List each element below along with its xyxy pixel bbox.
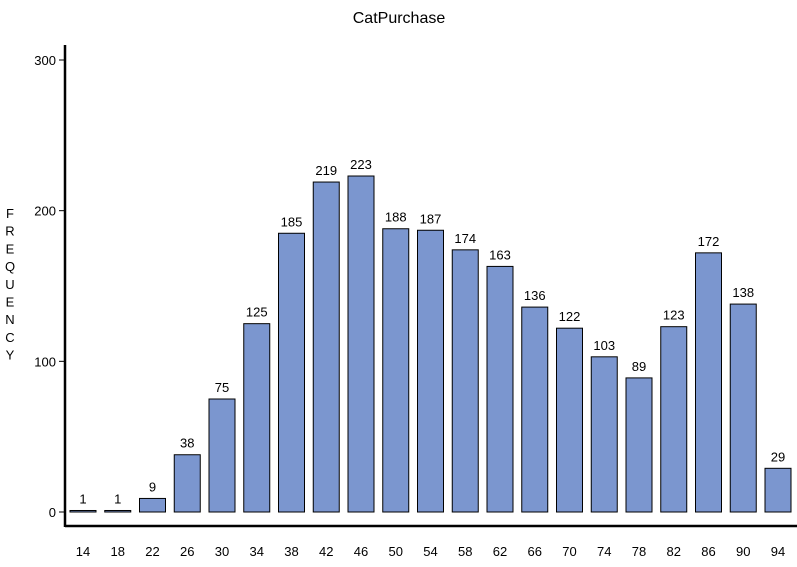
bar [486, 265, 514, 513]
x-tick-label: 18 [111, 544, 125, 559]
bar [521, 306, 549, 513]
bar-value-label: 187 [420, 211, 442, 226]
x-tick-label: 34 [250, 544, 264, 559]
bar [729, 303, 757, 513]
bar [451, 249, 479, 513]
bar [660, 326, 688, 513]
bar [173, 454, 201, 513]
bar [104, 509, 132, 513]
x-tick-label: 58 [458, 544, 472, 559]
bar-value-label: 125 [246, 305, 268, 320]
x-tick-label: 42 [319, 544, 333, 559]
x-tick-label: 30 [215, 544, 229, 559]
bar [139, 497, 166, 513]
x-tick-label: 46 [354, 544, 368, 559]
bar [347, 175, 375, 513]
bar-value-label: 138 [732, 285, 754, 300]
x-tick-label: 14 [76, 544, 90, 559]
x-tick-label: 38 [284, 544, 298, 559]
y-axis-ticks: 0 100 200 300 [34, 53, 65, 520]
x-tick-label: 86 [701, 544, 715, 559]
bar-value-label: 136 [524, 288, 546, 303]
bar [69, 509, 97, 513]
bar-value-label: 188 [385, 210, 407, 225]
bar-value-label: 29 [771, 449, 785, 464]
bar-value-label: 9 [149, 479, 156, 494]
bar [556, 327, 583, 513]
bar-value-label: 172 [698, 234, 720, 249]
bar [695, 252, 722, 513]
y-tick-label: 100 [34, 354, 56, 369]
x-tick-label: 82 [667, 544, 681, 559]
x-tick-label: 66 [528, 544, 542, 559]
bar [764, 467, 792, 513]
x-tick-label: 70 [562, 544, 576, 559]
x-tick-label: 62 [493, 544, 507, 559]
bar-value-labels: 1 1 9 38 75 125 185 219 223 188 187 174 163 136 122 103… [79, 157, 785, 506]
bar-value-label: 219 [315, 163, 337, 178]
x-tick-label: 54 [423, 544, 437, 559]
y-tick-label: 200 [34, 204, 56, 219]
bar-value-label: 174 [454, 231, 476, 246]
bar-value-label: 75 [215, 380, 229, 395]
x-tick-label: 74 [597, 544, 611, 559]
bar-value-label: 122 [559, 309, 581, 324]
bar-value-label: 123 [663, 308, 685, 323]
bar [590, 356, 618, 513]
y-tick-label: 300 [34, 53, 56, 68]
chart-title: CatPurchase [353, 10, 446, 27]
bar [312, 181, 340, 513]
bar [243, 323, 271, 513]
bar-value-label: 89 [632, 359, 646, 374]
y-tick-label: 0 [49, 505, 56, 520]
x-tick-label: 94 [771, 544, 785, 559]
bar-value-label: 103 [593, 338, 615, 353]
bar-value-label: 1 [79, 491, 86, 506]
bar [208, 398, 236, 513]
bar-value-label: 38 [180, 436, 194, 451]
bar [417, 229, 444, 513]
bar [278, 232, 305, 513]
x-tick-label: 50 [389, 544, 403, 559]
x-tick-label: 90 [736, 544, 750, 559]
x-axis-ticks: 14 18 22 26 30 34 38 42 46 50 54 58 62 66 70 74 78 82 86 90… [76, 544, 785, 559]
bar-value-label: 223 [350, 157, 372, 172]
x-tick-label: 22 [145, 544, 159, 559]
bars [69, 175, 792, 513]
bar [625, 377, 653, 513]
bar-value-label: 1 [114, 491, 121, 506]
bar-value-label: 185 [281, 214, 303, 229]
x-tick-label: 26 [180, 544, 194, 559]
bar-value-label: 163 [489, 247, 511, 262]
x-tick-label: 78 [632, 544, 646, 559]
bar [382, 228, 410, 513]
